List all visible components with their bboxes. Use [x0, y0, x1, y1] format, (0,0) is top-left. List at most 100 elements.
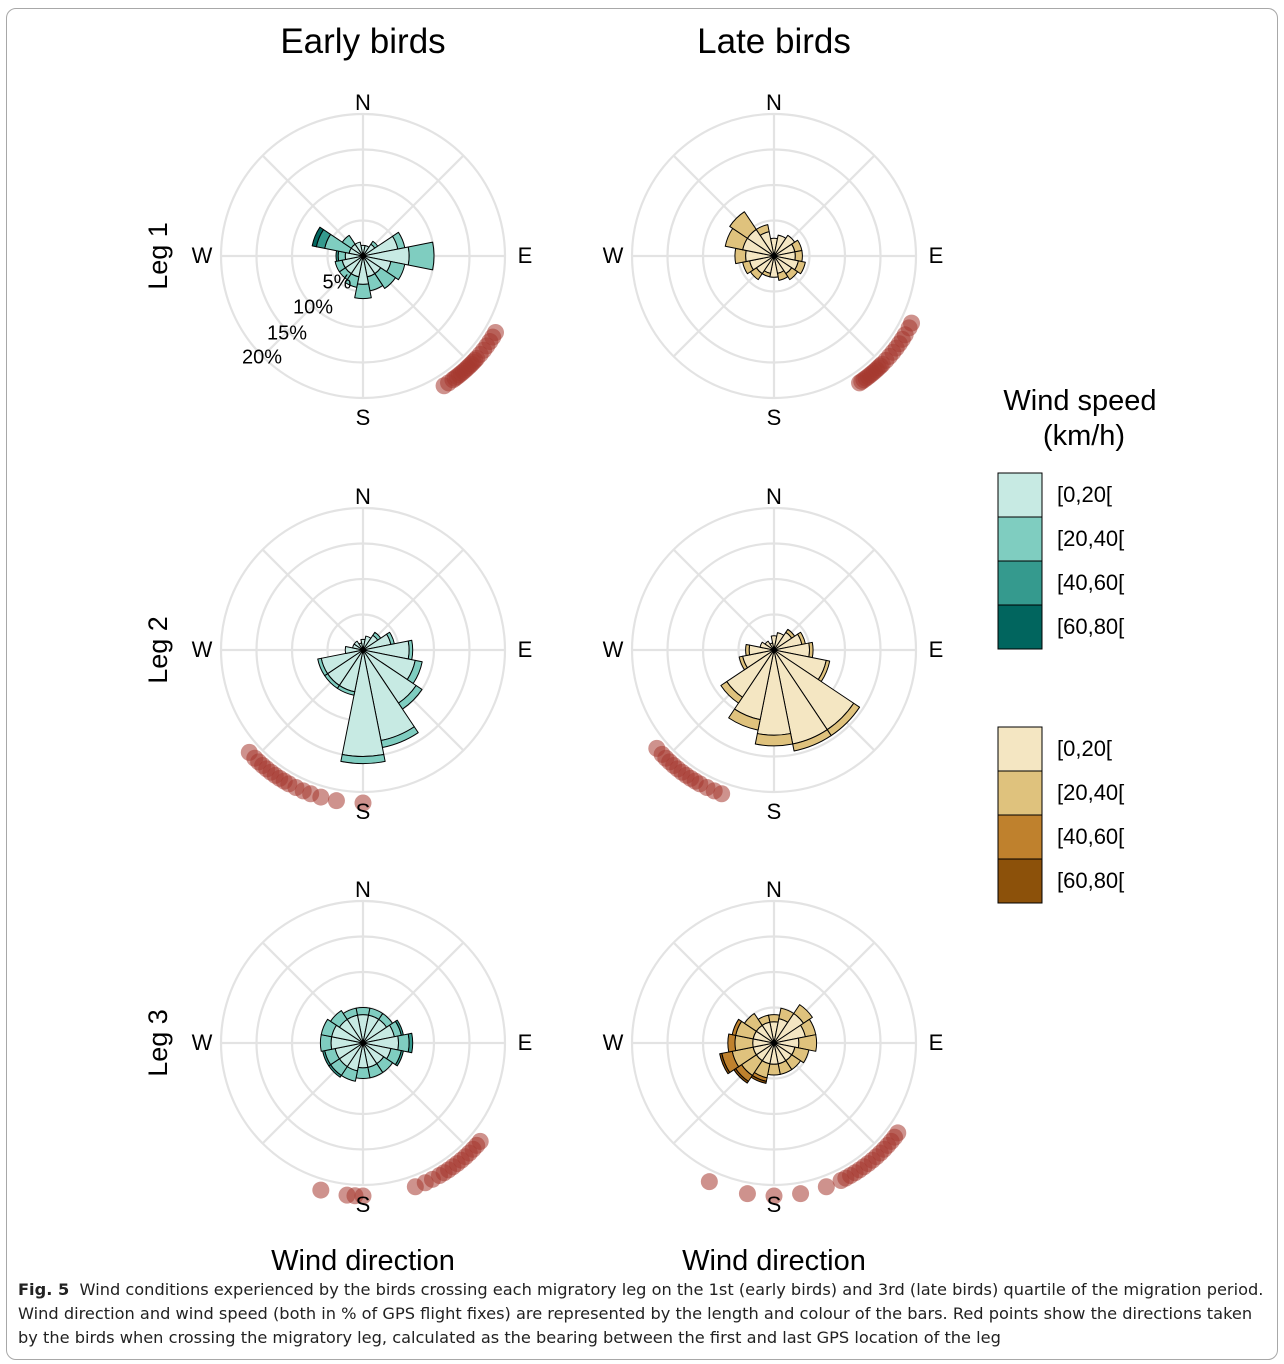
wind-bar: [407, 639, 414, 661]
cardinal-n-label: N: [355, 90, 371, 115]
ring-label-20pct: 20%: [242, 346, 282, 368]
cardinal-e-label: E: [518, 243, 533, 268]
grid-spoke: [362, 154, 465, 257]
wind-bar: [342, 1007, 358, 1020]
legend-swatch-late: [997, 726, 1043, 772]
grid-spoke: [261, 548, 364, 651]
cardinal-e-label: E: [929, 637, 944, 662]
wind-bar: [397, 1033, 410, 1053]
legend-label-early: [40,60[: [1057, 570, 1124, 595]
bird-bearing-point: [240, 743, 258, 761]
bird-bearing-point: [338, 1186, 356, 1204]
row-label-leg-3: Leg 3: [143, 1009, 173, 1077]
bird-bearing-point: [832, 1172, 850, 1190]
legend-label-late: [0,20[: [1057, 736, 1112, 761]
cardinal-w-label: W: [192, 1030, 213, 1055]
bird-bearing-point: [817, 1178, 835, 1196]
x-axis-title-late: Wind direction: [682, 1245, 866, 1272]
wind-rose-figure: Early birds Late birds Wind direction Wind …: [143, 22, 1156, 1272]
cardinal-w-label: W: [603, 243, 624, 268]
cardinal-n-label: N: [766, 484, 782, 509]
wind-bar: [734, 247, 747, 265]
caption-label: Fig. 5: [18, 1280, 70, 1299]
cardinal-n-label: N: [355, 484, 371, 509]
cardinal-s-label: S: [356, 1192, 371, 1217]
wind-bar: [719, 1052, 731, 1075]
cardinal-w-label: W: [192, 637, 213, 662]
cardinal-n-label: N: [766, 90, 782, 115]
row-label-leg-1: Leg 1: [143, 222, 173, 290]
legend-title-line2: (km/h): [1043, 420, 1125, 452]
wind-bar: [319, 1034, 333, 1052]
wind-bar: [317, 657, 329, 677]
wind-bar: [731, 1018, 743, 1036]
wind-rose-panel: [630, 506, 918, 803]
wind-bar: [728, 708, 761, 731]
cardinal-n-label: N: [766, 877, 782, 902]
bird-bearing-point: [851, 374, 869, 392]
legend-swatch-early: [997, 604, 1043, 650]
wind-bar: [745, 643, 751, 657]
legend-label-early: [20,40[: [1057, 526, 1124, 551]
legend-label-late: [20,40[: [1057, 780, 1124, 805]
x-axis-title-early: Wind direction: [271, 1245, 455, 1272]
grid-spoke: [362, 548, 465, 651]
wind-bar: [720, 681, 743, 704]
wind-bar: [355, 1006, 371, 1016]
wind-bar: [808, 641, 814, 659]
wind-rose-panel: [630, 112, 921, 400]
legend-swatch-early: [997, 560, 1043, 606]
wind-bar: [407, 241, 435, 271]
legend-title-line1: Wind speed: [1003, 385, 1156, 417]
cardinal-n-label: N: [355, 877, 371, 902]
wind-rose-panel: [219, 506, 507, 812]
legend-label-early: [60,80[: [1057, 614, 1124, 639]
figure-caption: Fig. 5 Wind conditions experienced by th…: [18, 1278, 1268, 1350]
cardinal-w-label: W: [603, 637, 624, 662]
column-title-early: Early birds: [280, 22, 445, 61]
wind-rose-panel: [219, 112, 507, 400]
wind-bar: [354, 241, 364, 257]
legend-swatch-late: [997, 770, 1043, 816]
wind-bar: [311, 226, 324, 248]
wind-bar: [738, 655, 748, 671]
bird-bearing-point: [354, 794, 372, 812]
wind-bar: [757, 1014, 771, 1026]
wind-bar: [335, 250, 340, 262]
cardinal-s-label: S: [767, 405, 782, 430]
legend-label-early: [0,20[: [1057, 482, 1112, 507]
bird-bearing-point: [648, 739, 666, 757]
wind-bar: [754, 733, 794, 747]
cardinal-s-label: S: [356, 405, 371, 430]
legend-swatch-late: [997, 814, 1043, 860]
bird-bearing-point: [327, 792, 345, 810]
wind-bar: [769, 642, 775, 651]
bird-bearing-point: [792, 1185, 810, 1203]
figure-frame: [6, 8, 1278, 1360]
column-title-late: Late birds: [697, 22, 851, 61]
bird-bearing-point: [312, 1181, 330, 1199]
bird-bearing-point: [700, 1173, 718, 1191]
wind-bar: [394, 1050, 404, 1067]
bird-bearing-point: [435, 377, 453, 395]
cardinal-s-label: S: [767, 1192, 782, 1217]
wind-bar: [755, 224, 770, 236]
cardinal-e-label: E: [929, 1030, 944, 1055]
cardinal-e-label: E: [518, 637, 533, 662]
legend-label-late: [60,80[: [1057, 868, 1124, 893]
cardinal-e-label: E: [929, 243, 944, 268]
caption-text: Wind conditions experienced by the birds…: [18, 1280, 1264, 1347]
cardinal-w-label: W: [192, 243, 213, 268]
cardinal-w-label: W: [603, 1030, 624, 1055]
ring-label-10pct: 10%: [293, 296, 333, 318]
wind-bar: [358, 642, 364, 651]
grid-spoke: [672, 548, 775, 651]
wind-bar: [407, 1032, 414, 1054]
wind-rose-panel: [219, 899, 507, 1205]
bird-bearing-point: [738, 1185, 756, 1203]
ring-label-5pct: 5%: [323, 271, 352, 293]
cardinal-e-label: E: [518, 1030, 533, 1055]
legend-swatch-early: [997, 472, 1043, 518]
bird-bearing-point: [406, 1178, 424, 1196]
legend-label-late: [40,60[: [1057, 824, 1124, 849]
